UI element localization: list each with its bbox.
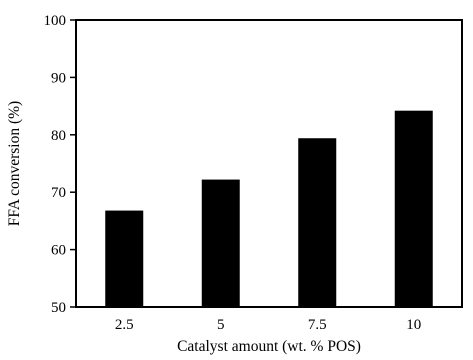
x-tick-label: 10 <box>406 317 421 333</box>
x-tick-label: 7.5 <box>308 317 327 333</box>
bar-2.5 <box>105 210 144 307</box>
bar-5 <box>201 179 240 307</box>
y-axis-label: FFA conversion (%) <box>6 101 23 226</box>
x-tick-label: 5 <box>217 317 225 333</box>
bar-10 <box>394 110 433 307</box>
x-tick-label: 2.5 <box>115 317 134 333</box>
y-tick-label: 100 <box>44 13 67 29</box>
y-tick-label: 80 <box>51 128 66 144</box>
x-axis-ticks: 2.5 5 7.5 10 <box>115 317 421 333</box>
y-tick-label: 60 <box>51 243 66 259</box>
y-tick-label: 50 <box>51 300 66 316</box>
y-tick-label: 90 <box>51 70 66 86</box>
y-tick-label: 70 <box>51 185 66 201</box>
bars-group <box>105 110 433 307</box>
y-axis-ticks: 50 60 70 80 90 100 <box>44 13 76 316</box>
x-axis-label: Catalyst amount (wt. % POS) <box>177 338 361 355</box>
bar-7.5 <box>298 138 337 307</box>
plot-frame <box>75 19 463 308</box>
